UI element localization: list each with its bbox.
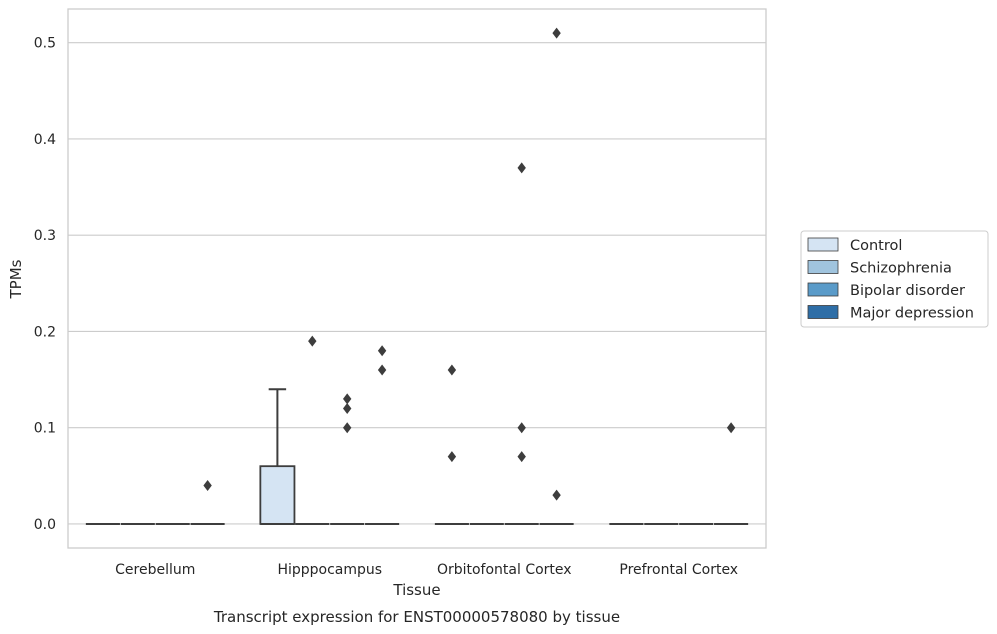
y-tick-labels: 0.0 0.1 0.2 0.3 0.4 0.5 [34,36,56,533]
x-tick-label: Cerebellum [115,562,195,578]
outlier-point [343,422,352,434]
y-tick-label: 0.1 [34,421,56,437]
outlier-point [308,335,317,347]
legend-swatch [807,282,839,297]
y-tick-label: 0.0 [34,517,56,533]
outlier-point [377,345,387,357]
box-2-1 [330,393,365,525]
outlier-point [343,402,352,414]
plot-frame [67,8,767,549]
x-tick-labels: Cerebellum Hipppocampus Orbitofontal Corte… [115,562,738,578]
box-3-0 [190,479,225,525]
outlier-point [517,162,526,174]
y-tick-label: 0.5 [34,36,56,52]
outlier-point [517,451,526,463]
x-tick-label: Hipppocampus [277,562,382,578]
outlier-point [447,364,457,376]
legend-swatch [807,260,839,274]
x-tick-label: Orbitofontal Cortex [437,562,572,578]
legend-label: Major depression [850,306,974,322]
outlier-point [343,393,352,405]
box-3-3 [714,422,749,525]
outlier-point [377,364,387,376]
legend-swatch [807,305,839,319]
y-axis-label: TPMs [7,259,25,299]
chart-title: Transcript expression for ENST0000057808… [213,608,620,626]
legend-swatch [807,237,839,252]
y-tick-label: 0.3 [34,228,56,244]
box-3-1 [365,345,400,525]
y-tick-label: 0.4 [34,132,56,148]
y-tick-label: 0.2 [34,324,56,340]
legend-label: Control [850,238,902,254]
box-0-1 [259,388,296,525]
box-3-2 [539,27,574,525]
outlier-point [203,479,212,491]
legend-label: Bipolar disorder [850,283,965,299]
box-2-2 [504,162,539,525]
outlier-point [726,422,736,434]
box-marks [85,27,749,525]
outlier-point [517,422,526,434]
outlier-point [447,451,457,463]
legend: Control Schizophrenia Bipolar disorder Majo… [800,230,989,328]
box-1-1 [295,335,330,525]
x-tick-label: Prefrontal Cortex [619,562,738,578]
x-axis-label: Tissue [392,581,440,599]
legend-label: Schizophrenia [850,261,952,277]
legend-frame [800,230,989,328]
outlier-point [552,27,561,39]
box [259,465,296,525]
box-0-2 [434,364,469,525]
outlier-point [552,489,561,501]
gridlines [68,42,766,525]
